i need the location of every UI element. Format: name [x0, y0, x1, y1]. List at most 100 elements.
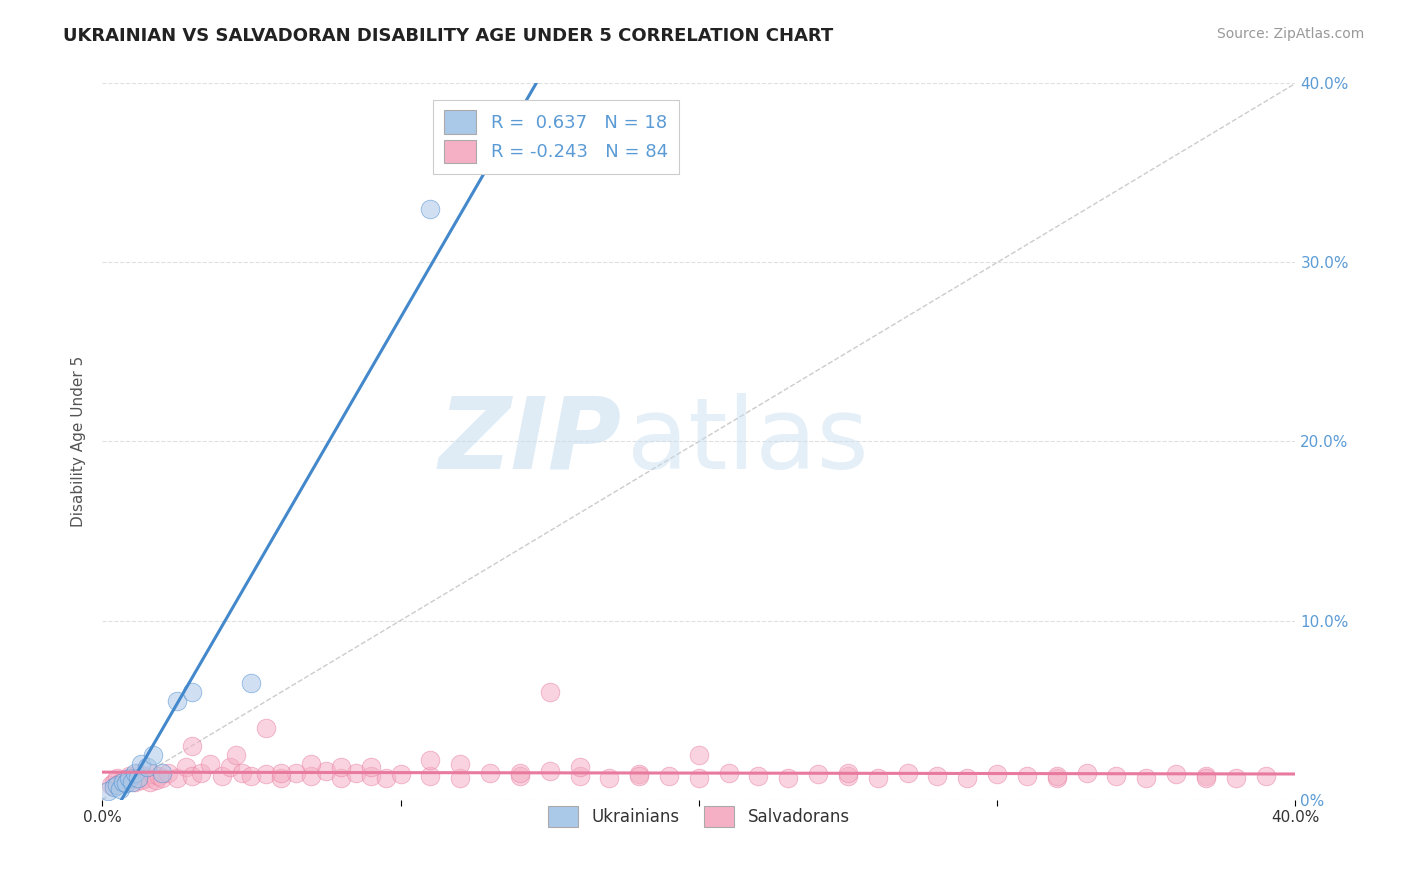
Point	[115, 776, 138, 790]
Point	[329, 760, 352, 774]
Point	[568, 769, 591, 783]
Point	[688, 771, 710, 785]
Point	[479, 765, 502, 780]
Point	[866, 771, 889, 785]
Point	[270, 771, 292, 785]
Point	[1166, 767, 1188, 781]
Point	[509, 765, 531, 780]
Point	[225, 747, 247, 762]
Text: Source: ZipAtlas.com: Source: ZipAtlas.com	[1216, 27, 1364, 41]
Point	[112, 772, 135, 787]
Point	[231, 765, 253, 780]
Point	[1254, 769, 1277, 783]
Point	[837, 765, 859, 780]
Y-axis label: Disability Age Under 5: Disability Age Under 5	[72, 356, 86, 527]
Point	[150, 771, 173, 785]
Point	[105, 778, 128, 792]
Point	[1015, 769, 1038, 783]
Point	[1076, 765, 1098, 780]
Point	[139, 774, 162, 789]
Point	[115, 774, 138, 789]
Point	[344, 765, 367, 780]
Point	[628, 767, 651, 781]
Point	[837, 769, 859, 783]
Point	[1046, 769, 1069, 783]
Point	[927, 769, 949, 783]
Point	[449, 771, 471, 785]
Point	[315, 764, 337, 778]
Point	[108, 776, 131, 790]
Point	[807, 767, 830, 781]
Point	[103, 780, 125, 794]
Point	[129, 772, 152, 787]
Point	[419, 202, 441, 216]
Point	[285, 765, 308, 780]
Point	[254, 721, 277, 735]
Point	[121, 774, 143, 789]
Point	[142, 767, 165, 781]
Point	[142, 747, 165, 762]
Point	[174, 760, 197, 774]
Point	[121, 771, 143, 785]
Point	[389, 767, 412, 781]
Point	[717, 765, 740, 780]
Text: atlas: atlas	[627, 393, 869, 490]
Point	[145, 772, 167, 787]
Point	[419, 753, 441, 767]
Point	[156, 765, 179, 780]
Point	[240, 676, 263, 690]
Point	[360, 769, 382, 783]
Point	[986, 767, 1008, 781]
Point	[658, 769, 681, 783]
Point	[329, 771, 352, 785]
Point	[538, 764, 561, 778]
Point	[1046, 771, 1069, 785]
Legend: Ukrainians, Salvadorans: Ukrainians, Salvadorans	[541, 799, 856, 834]
Point	[897, 765, 920, 780]
Point	[1195, 769, 1218, 783]
Point	[127, 771, 149, 785]
Point	[1135, 771, 1157, 785]
Point	[449, 756, 471, 771]
Point	[1105, 769, 1128, 783]
Point	[778, 771, 800, 785]
Point	[688, 747, 710, 762]
Point	[299, 756, 322, 771]
Point	[211, 769, 233, 783]
Point	[270, 765, 292, 780]
Point	[198, 756, 221, 771]
Point	[240, 769, 263, 783]
Point	[166, 771, 188, 785]
Text: UKRAINIAN VS SALVADORAN DISABILITY AGE UNDER 5 CORRELATION CHART: UKRAINIAN VS SALVADORAN DISABILITY AGE U…	[63, 27, 834, 45]
Point	[598, 771, 620, 785]
Point	[150, 765, 173, 780]
Point	[105, 771, 128, 785]
Point	[956, 771, 979, 785]
Point	[180, 739, 202, 753]
Point	[1195, 771, 1218, 785]
Point	[118, 769, 141, 783]
Point	[180, 769, 202, 783]
Point	[538, 685, 561, 699]
Point	[509, 769, 531, 783]
Point	[190, 765, 212, 780]
Point	[628, 769, 651, 783]
Point	[299, 769, 322, 783]
Point	[148, 769, 170, 783]
Point	[129, 756, 152, 771]
Point	[118, 771, 141, 785]
Point	[124, 765, 146, 780]
Point	[568, 760, 591, 774]
Point	[747, 769, 769, 783]
Point	[1225, 771, 1247, 785]
Point	[180, 685, 202, 699]
Point	[136, 760, 159, 774]
Point	[219, 760, 242, 774]
Point	[108, 781, 131, 796]
Point	[166, 694, 188, 708]
Point	[132, 769, 155, 783]
Point	[100, 778, 122, 792]
Point	[136, 771, 159, 785]
Point	[360, 760, 382, 774]
Point	[374, 771, 396, 785]
